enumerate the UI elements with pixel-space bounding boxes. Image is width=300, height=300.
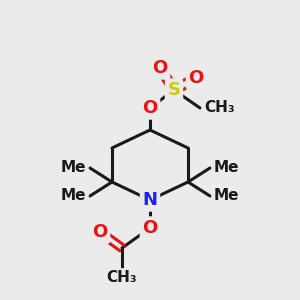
Text: O: O bbox=[92, 223, 108, 241]
Text: Me: Me bbox=[61, 160, 86, 175]
Text: O: O bbox=[152, 59, 168, 77]
Text: O: O bbox=[142, 219, 158, 237]
Text: O: O bbox=[188, 69, 204, 87]
Text: Me: Me bbox=[61, 188, 86, 203]
Text: Me: Me bbox=[214, 188, 239, 203]
Text: S: S bbox=[167, 81, 181, 99]
Text: O: O bbox=[142, 99, 158, 117]
Text: CH₃: CH₃ bbox=[204, 100, 235, 116]
Text: Me: Me bbox=[214, 160, 239, 175]
Text: CH₃: CH₃ bbox=[107, 271, 137, 286]
Text: N: N bbox=[142, 191, 158, 209]
